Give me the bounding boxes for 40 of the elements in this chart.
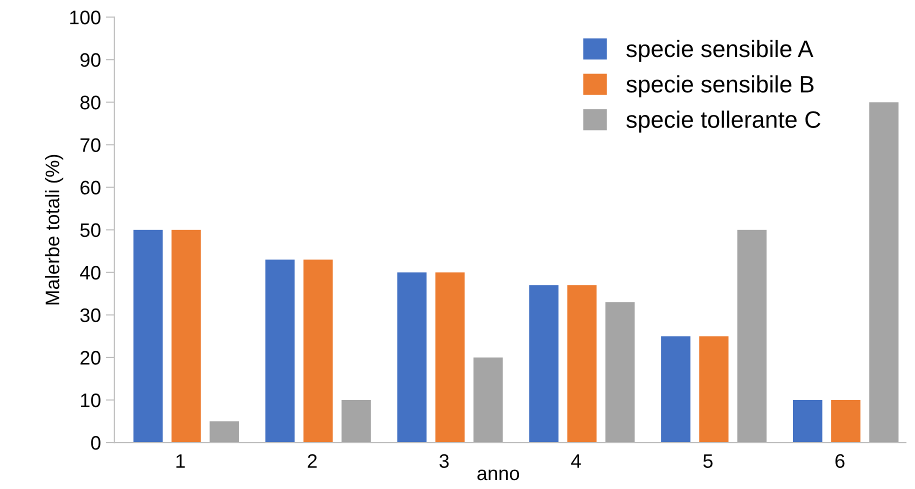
- y-tick-label: 100: [70, 10, 100, 24]
- y-tick-label: 50: [80, 223, 100, 238]
- bar: [342, 400, 371, 443]
- legend-label: specie sensibile A: [626, 40, 814, 62]
- y-tick-label: 70: [80, 138, 100, 152]
- y-tick-label: 90: [80, 53, 100, 67]
- y-tick-label: 40: [80, 266, 100, 280]
- bar: [529, 285, 558, 443]
- bar: [869, 102, 899, 443]
- bar: [397, 272, 427, 443]
- y-tick-label: 30: [80, 308, 100, 322]
- bar: [303, 260, 333, 443]
- bar: [473, 357, 503, 443]
- bar: [133, 230, 163, 443]
- y-tick-label: 60: [80, 180, 100, 195]
- y-tick-label: 80: [80, 96, 100, 110]
- bar: [605, 302, 635, 443]
- bar: [661, 336, 690, 443]
- x-tick-label: 1: [176, 454, 185, 468]
- y-tick-label: 10: [81, 393, 100, 408]
- x-tick-label: 5: [703, 454, 713, 468]
- x-tick-label: 3: [439, 454, 449, 468]
- bar: [699, 336, 728, 443]
- y-tick-label: 0: [91, 436, 100, 450]
- bar: [210, 421, 239, 443]
- y-axis-title: Malerbe totali (%): [45, 154, 64, 304]
- legend-label: specie sensibile B: [626, 75, 814, 98]
- bar: [831, 400, 860, 443]
- x-tick-label: 6: [835, 454, 844, 468]
- x-tick-label: 2: [308, 454, 317, 468]
- x-tick-label: 4: [571, 454, 581, 468]
- bar: [737, 230, 767, 443]
- bar: [435, 272, 465, 443]
- legend-label: specie tollerante C: [626, 110, 820, 133]
- bar: [792, 400, 822, 443]
- y-tick-label: 20: [80, 350, 100, 365]
- x-axis-title: anno: [477, 470, 520, 480]
- bar: [172, 230, 201, 443]
- bar: [265, 260, 295, 443]
- bar: [567, 285, 597, 443]
